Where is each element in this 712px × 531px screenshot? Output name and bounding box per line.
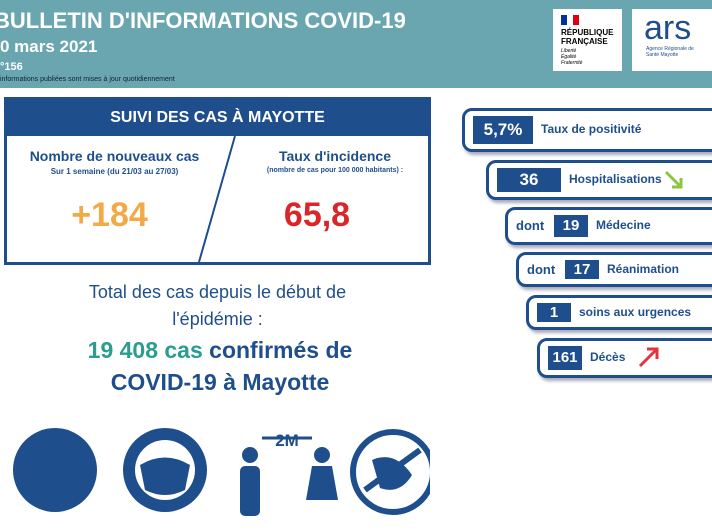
indicator-label: Médecine: [596, 218, 651, 232]
logo-ars: ars Agence Régionale de Santé Mayotte: [632, 9, 712, 71]
indicator-label: Réanimation: [607, 261, 680, 276]
indicator: 161 Décès: [537, 338, 712, 378]
title: BULLETIN D'INFORMATIONS COVID-19: [0, 8, 406, 33]
date: 0 mars 2021: [0, 37, 98, 56]
total-count: 19 408 cas: [87, 337, 203, 363]
new-cases-sublabel: Sur 1 semaine (du 21/03 au 27/03): [50, 167, 179, 176]
incidence-value: 65,8: [283, 196, 351, 234]
indicator-value: 161: [548, 346, 582, 370]
ars-title: ars: [644, 9, 692, 47]
new-cases-value: +184: [71, 196, 148, 234]
number: °156: [0, 61, 23, 73]
distance-label: 2M: [275, 431, 299, 450]
total-intro: Total des cas depuis le début de l'épidé…: [88, 282, 347, 329]
divider: [198, 136, 236, 262]
indicator: dont 17 Réanimation: [516, 252, 712, 287]
indicator-label: Hospitalisations: [569, 172, 662, 186]
indicator-value: 17: [565, 260, 599, 279]
flag: [561, 15, 579, 25]
indicator-prefix: dont: [527, 261, 556, 277]
indicator-value: 36: [497, 168, 561, 192]
incidence-label: Taux d'incidence: [279, 148, 391, 164]
indicator-label: Décès: [590, 350, 626, 364]
indicator-value: 1: [537, 303, 571, 322]
note: informations publiées sont mises à jour …: [0, 76, 175, 83]
indicator: 5,7% Taux de positivité: [462, 108, 712, 152]
new-cases-label: Nombre de nouveaux cas: [29, 148, 200, 164]
box-title: SUIVI DES CAS À MAYOTTE: [7, 100, 428, 136]
cases-box: SUIVI DES CAS À MAYOTTE Nombre de nouvea…: [4, 97, 431, 265]
indicator-prefix: dont: [516, 218, 545, 233]
icons: 2M: [13, 428, 430, 516]
header: BULLETIN D'INFORMATIONS COVID-19 0 mars …: [0, 0, 712, 88]
rf-motto: Liberté Égalité Fraternité: [561, 48, 583, 66]
indicator: dont 19 Médecine: [505, 207, 712, 245]
indicator-value: 5,7%: [473, 116, 533, 144]
indicator-label: soins aux urgences: [579, 304, 692, 319]
logo-rf: RÉPUBLIQUE FRANÇAISE Liberté Égalité Fra…: [553, 9, 622, 71]
total-text: 19 408 cas confirmés de COVID-19 à Mayot…: [50, 334, 390, 398]
indicator-value: 19: [554, 215, 588, 237]
incidence-sublabel: (nombre de cas pour 100 000 habitants) :: [266, 167, 404, 174]
total-rest: confirmés de COVID-19 à Mayotte: [110, 337, 353, 395]
rf-title: RÉPUBLIQUE FRANÇAISE: [561, 28, 614, 46]
ars-subtitle: Agence Régionale de Santé Mayotte: [646, 46, 694, 58]
indicator: 36 Hospitalisations: [486, 160, 712, 200]
indicator: 1 soins aux urgences: [526, 295, 712, 330]
indicator-label: Taux de positivité: [541, 122, 642, 136]
